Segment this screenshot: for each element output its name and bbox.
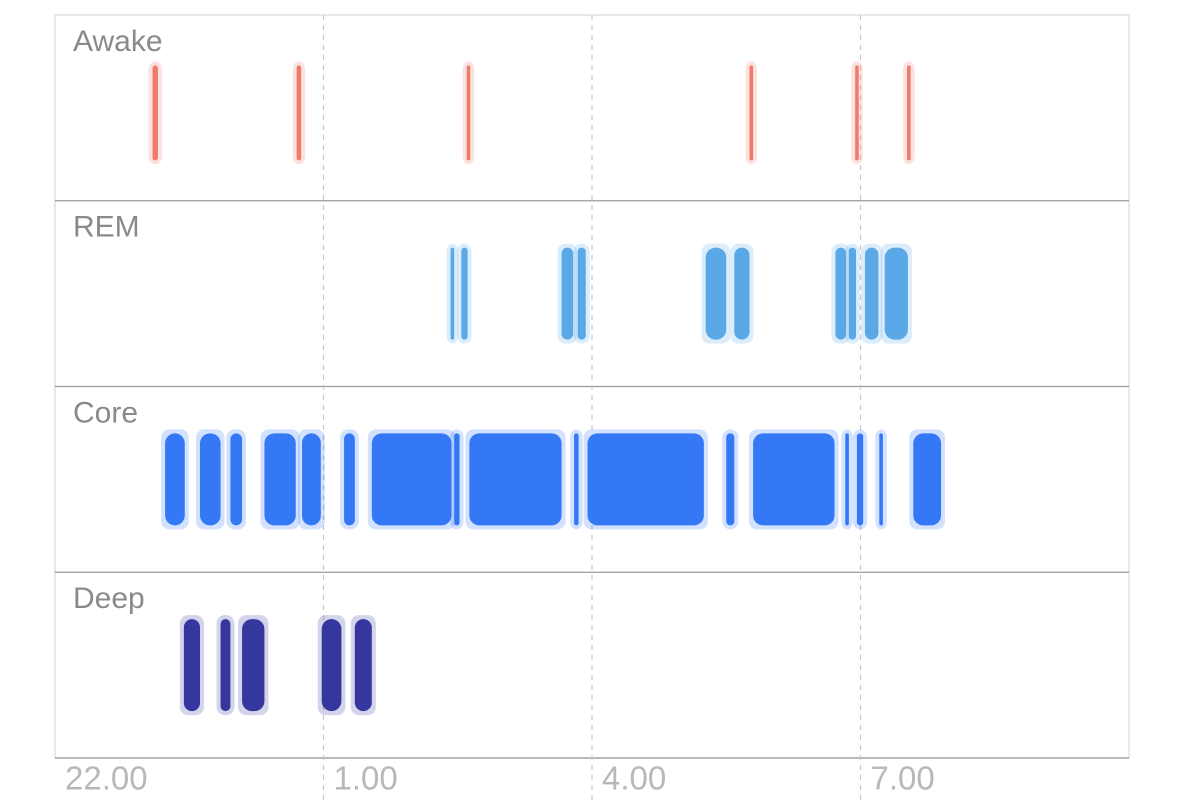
stage-segment	[705, 247, 727, 340]
stage-segment	[344, 433, 355, 526]
stage-segment	[296, 65, 302, 161]
stage-segment	[749, 65, 754, 161]
row-label: Core	[73, 396, 138, 429]
row-label: Deep	[73, 582, 145, 615]
stage-segment	[845, 433, 849, 526]
stage-segment	[220, 619, 231, 712]
stage-segment	[726, 433, 735, 526]
stage-segment	[856, 433, 864, 526]
stage-segment	[199, 433, 221, 526]
stage-segment	[574, 433, 579, 526]
stage-segment	[577, 247, 586, 340]
stage-segment	[913, 433, 942, 526]
stage-segment	[183, 619, 200, 712]
row-label: Awake	[73, 25, 163, 58]
stage-segment	[734, 247, 750, 340]
stage-segment	[354, 619, 372, 712]
stage-segment	[855, 65, 859, 161]
stage-segment	[371, 433, 452, 526]
stage-segment	[835, 247, 847, 340]
stage-segment	[461, 247, 468, 340]
stage-segment	[230, 433, 243, 526]
stage-segment	[454, 433, 460, 526]
stage-segment	[466, 65, 471, 161]
x-tick-label: 4.00	[602, 760, 666, 797]
stage-segment	[879, 433, 883, 526]
stage-segment	[884, 247, 908, 340]
row-label: REM	[73, 211, 140, 244]
stage-segment	[264, 433, 296, 526]
x-tick-label: 1.00	[334, 760, 398, 797]
stage-segment	[864, 247, 879, 340]
x-tick-label: 22.00	[65, 760, 148, 797]
stage-segment	[907, 65, 911, 161]
stage-segment	[321, 619, 342, 712]
stage-segment	[152, 65, 158, 161]
stage-segment	[753, 433, 835, 526]
stage-segment	[561, 247, 574, 340]
stage-segment	[469, 433, 562, 526]
stage-segment	[242, 619, 265, 712]
stage-segment	[450, 247, 455, 340]
stage-segment	[848, 247, 857, 340]
stage-segment	[587, 433, 704, 526]
x-tick-label: 7.00	[871, 760, 935, 797]
stage-segment	[165, 433, 185, 526]
stage-segment	[302, 433, 321, 526]
